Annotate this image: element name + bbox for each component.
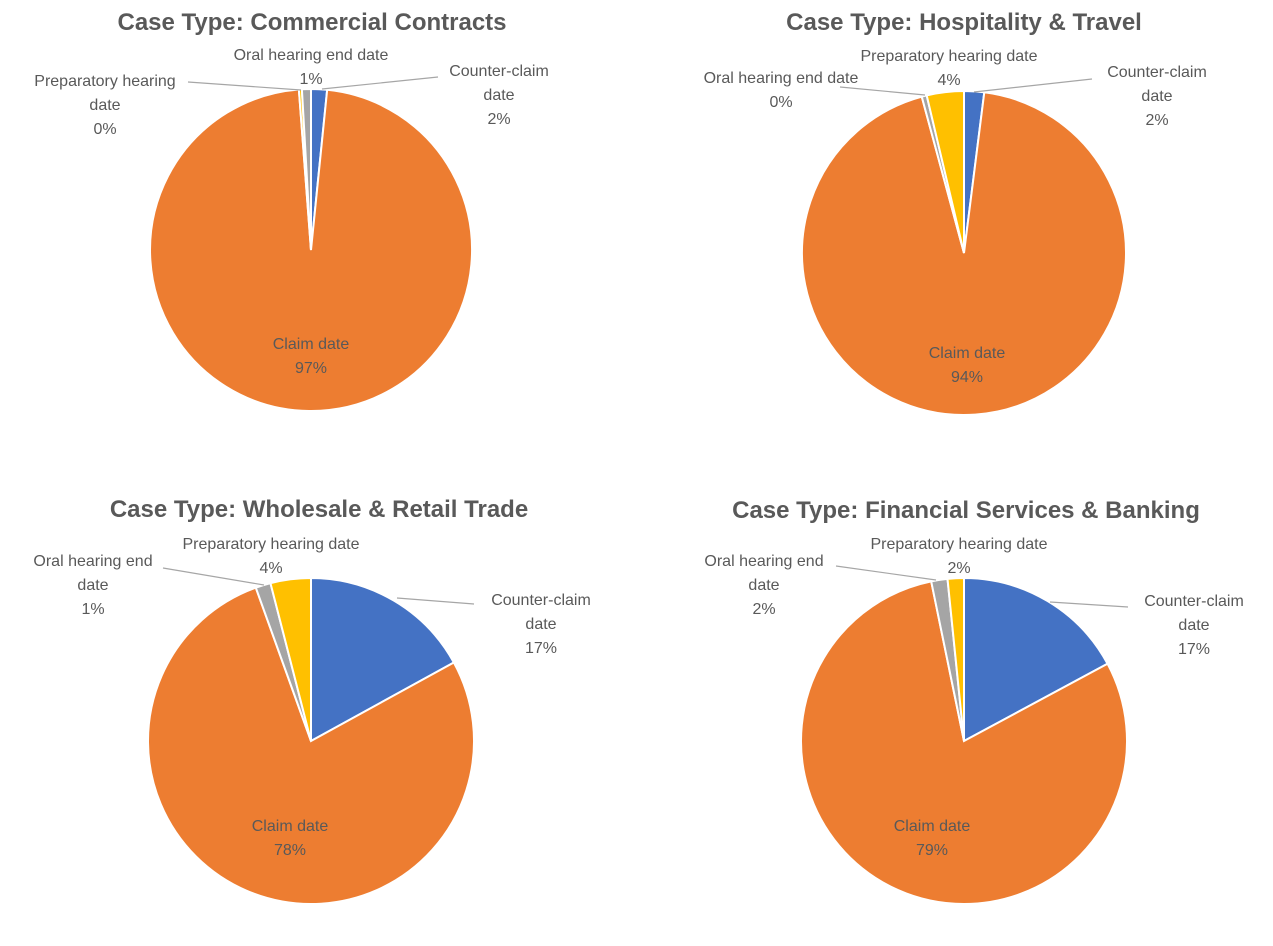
pie-chart-case-type-wholesale-retail-trade: Case Type: Wholesale & Retail Trade Count… [33,496,591,906]
pie-slice-claim-date [801,91,1127,416]
data-label-claim-date: Claim date 97% [273,336,350,377]
pie-slice-preparatory-hearing-date [946,576,965,742]
pie-chart-case-type-commercial-contracts: Case Type: Commercial Contracts Counter-c… [34,9,549,412]
chart-title: Case Type: Wholesale & Retail Trade [110,496,528,523]
data-label-oral-hearing-end-date: Oral hearing end date 2% [704,553,823,618]
leader-line-oral-hearing-end-date [835,565,937,581]
data-label-counter-claim-date: Counter-claim date 2% [1107,64,1207,129]
chart-title: Case Type: Hospitality & Travel [786,9,1142,36]
pie-chart-case-type-financial-services-banking: Case Type: Financial Services & Banking C… [704,497,1244,905]
data-label-claim-date: Claim date 94% [929,345,1006,386]
data-label-counter-claim-date: Counter-claim date 17% [491,592,591,657]
data-label-oral-hearing-end-date: Oral hearing end date 1% [33,553,152,618]
leader-line-counter-claim-date [321,76,439,90]
pie-slice-preparatory-hearing-date [269,576,312,742]
data-label-oral-hearing-end-date: Oral hearing end date 0% [704,70,859,111]
data-label-claim-date: Claim date 79% [894,818,971,859]
data-label-counter-claim-date: Counter-claim date 17% [1144,593,1244,658]
data-label-preparatory-hearing-date: Preparatory hearing date 2% [871,536,1048,577]
pie-slice-oral-hearing-end-date [300,87,312,251]
pie-chart-case-type-hospitality-travel: Case Type: Hospitality & Travel Counter-c… [704,9,1207,416]
data-label-preparatory-hearing-date: Preparatory hearing date 0% [34,73,175,138]
pie-slice-counter-claim-date [310,576,456,743]
pie-slice-claim-date [800,580,1128,905]
leader-line-preparatory-hearing-date [187,81,302,91]
chart-title: Case Type: Commercial Contracts [117,9,506,36]
data-label-preparatory-hearing-date: Preparatory hearing date 4% [183,536,360,577]
pie-slice-claim-date [147,586,475,906]
leader-line-counter-claim-date [1049,601,1129,608]
pie-slice-claim-date [149,88,473,412]
leader-line-oral-hearing-end-date [162,567,265,586]
data-label-oral-hearing-end-date: Oral hearing end date 1% [234,47,389,88]
pie-slice-counter-claim-date [963,576,1109,743]
data-label-counter-claim-date: Counter-claim date 2% [449,63,549,128]
data-label-claim-date: Claim date 78% [252,818,329,859]
data-label-preparatory-hearing-date: Preparatory hearing date 4% [861,48,1038,89]
leader-line-counter-claim-date [396,597,475,605]
leader-line-oral-hearing-end-date [839,86,926,96]
pie-slice-preparatory-hearing-date [925,89,965,254]
chart-title: Case Type: Financial Services & Banking [732,497,1200,524]
leader-line-counter-claim-date [973,78,1093,93]
